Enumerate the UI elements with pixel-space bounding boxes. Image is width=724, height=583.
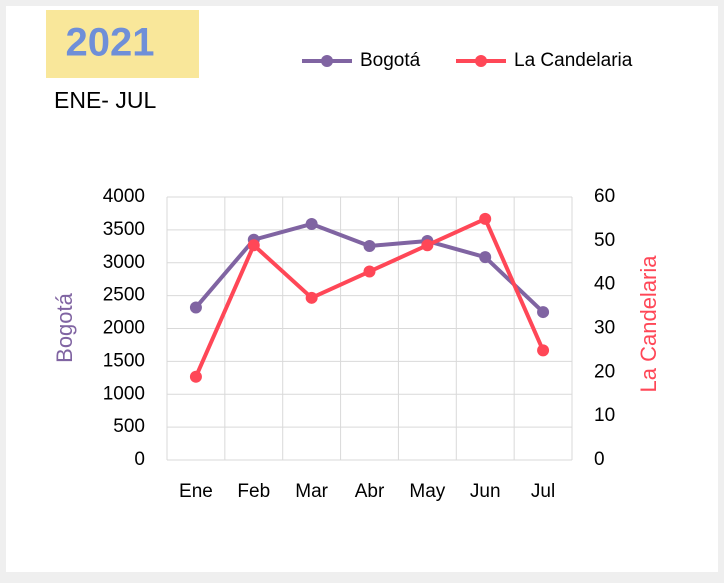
- x-tick-label: Mar: [295, 481, 328, 502]
- y-tick-label: 2500: [103, 285, 145, 306]
- x-tick-label: Jun: [470, 481, 501, 502]
- marker: [305, 217, 318, 230]
- x-tick-label: Jul: [531, 481, 555, 502]
- marker: [189, 301, 202, 314]
- title-box: [46, 10, 199, 78]
- legend-marker: [321, 55, 333, 67]
- y2-tick-label: 10: [594, 405, 615, 426]
- marker: [479, 251, 492, 264]
- x-tick-label: Ene: [179, 481, 213, 502]
- y-tick-label: 2000: [103, 318, 145, 339]
- y2-tick-label: 50: [594, 230, 615, 251]
- y-tick-label: 3000: [103, 252, 145, 273]
- marker: [363, 265, 376, 278]
- x-tick-label: Abr: [355, 481, 385, 502]
- y2-axis-title: La Candelaria: [636, 255, 661, 393]
- marker: [537, 306, 550, 319]
- y2-tick-label: 0: [594, 449, 605, 470]
- y-tick-label: 1000: [103, 383, 145, 404]
- chart-title: 2021: [66, 21, 155, 65]
- marker: [305, 291, 318, 304]
- legend-label: La Candelaria: [514, 50, 633, 71]
- card: [6, 6, 718, 572]
- y-tick-label: 3500: [103, 219, 145, 240]
- legend-marker: [475, 55, 487, 67]
- y-tick-label: 4000: [103, 186, 145, 207]
- y-tick-label: 0: [134, 449, 145, 470]
- marker: [247, 239, 260, 252]
- y2-tick-label: 40: [594, 274, 615, 295]
- marker: [479, 212, 492, 225]
- marker: [189, 370, 202, 383]
- subtitle: ENE- JUL: [54, 87, 156, 113]
- marker: [421, 239, 434, 252]
- marker: [363, 239, 376, 252]
- y-tick-label: 500: [113, 416, 145, 437]
- y2-tick-label: 30: [594, 318, 615, 339]
- x-tick-label: May: [409, 481, 445, 502]
- y-axis-title: Bogotá: [52, 292, 77, 362]
- y-tick-label: 1500: [103, 350, 145, 371]
- marker: [537, 344, 550, 357]
- y2-tick-label: 60: [594, 186, 615, 207]
- y2-tick-label: 20: [594, 361, 615, 382]
- legend-label: Bogotá: [360, 50, 421, 71]
- x-tick-label: Feb: [237, 481, 270, 502]
